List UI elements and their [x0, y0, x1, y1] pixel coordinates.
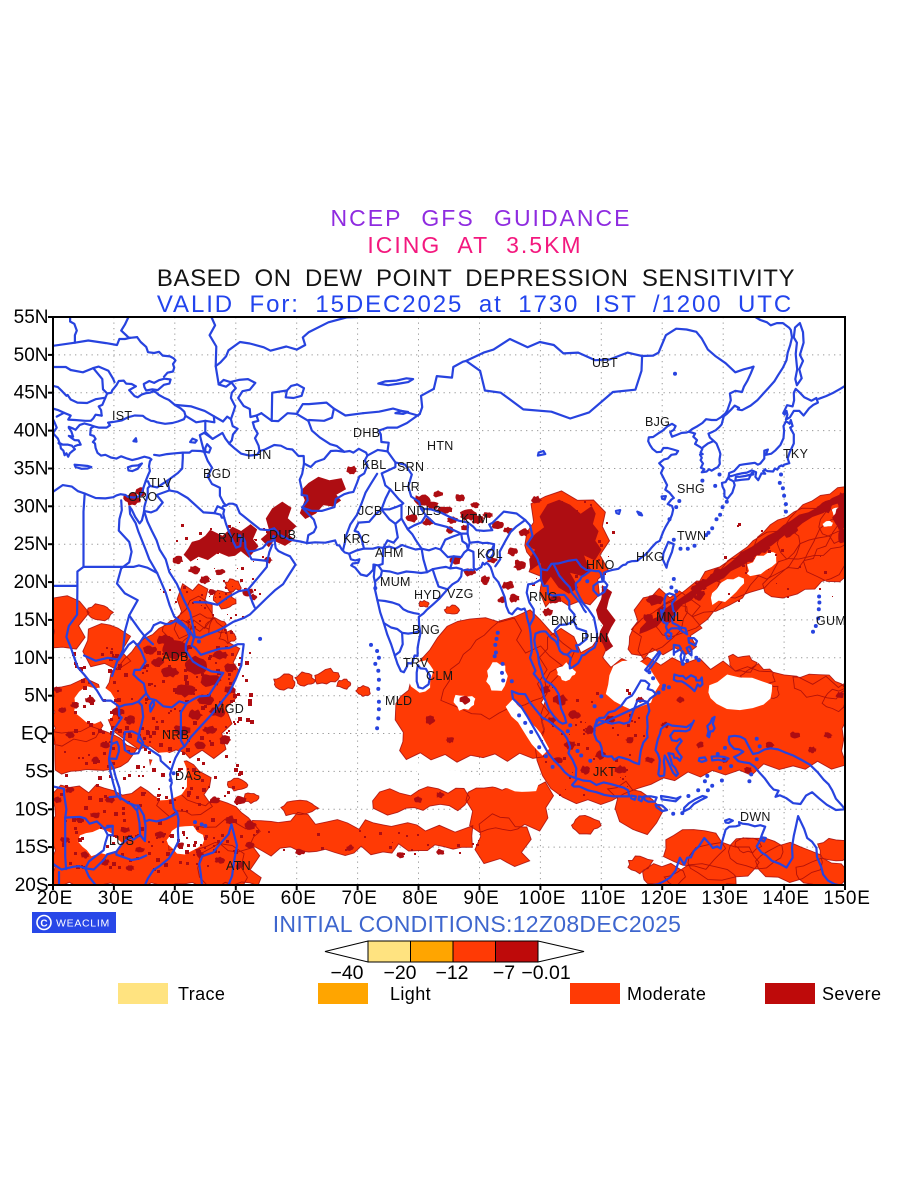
svg-text:HKG: HKG	[636, 550, 664, 564]
svg-text:TLV: TLV	[149, 476, 172, 490]
svg-text:AHM: AHM	[375, 546, 404, 560]
svg-text:Light: Light	[390, 984, 431, 1004]
svg-text:45N: 45N	[14, 383, 49, 404]
svg-text:Moderate: Moderate	[627, 984, 706, 1004]
svg-text:NCEP GFS GUIDANCE: NCEP GFS GUIDANCE	[331, 205, 632, 231]
svg-text:KOL: KOL	[477, 547, 503, 561]
svg-text:70E: 70E	[341, 888, 377, 909]
svg-text:TRV: TRV	[403, 656, 429, 670]
svg-text:VALID For: 15DEC2025 at 1730 I: VALID For: 15DEC2025 at 1730 IST /1200 U…	[157, 291, 793, 318]
svg-text:ATN: ATN	[226, 859, 251, 873]
svg-text:35N: 35N	[14, 459, 49, 480]
svg-text:20N: 20N	[14, 572, 49, 593]
svg-text:HTN: HTN	[427, 439, 454, 453]
svg-text:−20: −20	[383, 962, 416, 984]
svg-text:−40: −40	[330, 962, 363, 984]
svg-text:120E: 120E	[640, 888, 688, 909]
svg-text:ICING AT 3.5KM: ICING AT 3.5KM	[367, 232, 582, 258]
svg-text:BASED ON DEW POINT DEPRESSION: BASED ON DEW POINT DEPRESSION SENSITIVIT…	[157, 265, 795, 292]
svg-text:50E: 50E	[220, 888, 256, 909]
svg-text:CLM: CLM	[426, 669, 453, 683]
svg-text:NRB: NRB	[162, 728, 189, 742]
svg-text:LHR: LHR	[394, 480, 420, 494]
svg-text:THN: THN	[245, 448, 272, 462]
svg-text:25N: 25N	[14, 534, 49, 555]
svg-text:C: C	[40, 919, 47, 930]
svg-text:15N: 15N	[14, 610, 49, 631]
svg-text:TKY: TKY	[783, 447, 809, 461]
svg-text:80E: 80E	[402, 888, 438, 909]
svg-text:5N: 5N	[24, 686, 48, 707]
svg-text:DHB: DHB	[353, 426, 380, 440]
svg-text:MNL: MNL	[656, 610, 683, 624]
svg-text:ORO: ORO	[128, 490, 157, 504]
svg-text:130E: 130E	[701, 888, 749, 909]
svg-text:MGD: MGD	[214, 702, 244, 716]
svg-text:5S: 5S	[25, 761, 48, 782]
svg-text:20E: 20E	[37, 888, 73, 909]
svg-text:110E: 110E	[580, 888, 626, 909]
svg-text:BJG: BJG	[645, 415, 670, 429]
svg-text:EQ: EQ	[21, 724, 48, 745]
svg-text:10N: 10N	[14, 648, 49, 669]
svg-text:150E: 150E	[823, 888, 871, 909]
svg-text:MUM: MUM	[380, 575, 411, 589]
svg-text:LUS: LUS	[109, 834, 134, 848]
svg-text:WEACLIM: WEACLIM	[56, 918, 110, 930]
svg-text:HNO: HNO	[586, 558, 615, 572]
svg-text:HYD: HYD	[414, 588, 441, 602]
svg-text:JCB: JCB	[358, 504, 383, 518]
svg-text:DAS: DAS	[175, 769, 202, 783]
svg-text:KRC: KRC	[343, 532, 370, 546]
svg-text:SHG: SHG	[677, 482, 705, 496]
svg-text:20S: 20S	[15, 875, 49, 896]
svg-text:UBT: UBT	[592, 356, 618, 370]
svg-text:DWN: DWN	[740, 810, 771, 824]
svg-text:55N: 55N	[14, 307, 49, 328]
svg-text:−12: −12	[435, 962, 468, 984]
svg-text:−0.01: −0.01	[521, 962, 570, 984]
svg-text:KTM: KTM	[461, 512, 488, 526]
svg-text:50N: 50N	[14, 345, 49, 366]
svg-text:DUB: DUB	[269, 528, 296, 542]
svg-text:TWN: TWN	[677, 529, 706, 543]
svg-text:RYH: RYH	[218, 531, 245, 545]
svg-text:30E: 30E	[98, 888, 134, 909]
svg-text:140E: 140E	[762, 888, 810, 909]
svg-text:40E: 40E	[159, 888, 195, 909]
svg-text:ADB: ADB	[162, 650, 189, 664]
svg-text:BNK: BNK	[551, 614, 578, 628]
svg-text:SRN: SRN	[397, 460, 424, 474]
svg-text:BNG: BNG	[412, 623, 440, 637]
svg-text:PHN: PHN	[581, 631, 608, 645]
svg-text:90E: 90E	[463, 888, 499, 909]
svg-text:MLD: MLD	[385, 694, 412, 708]
svg-text:RNG: RNG	[529, 590, 558, 604]
svg-text:INITIAL CONDITIONS:12Z08DEC202: INITIAL CONDITIONS:12Z08DEC2025	[273, 911, 682, 937]
svg-text:Trace: Trace	[178, 984, 225, 1004]
svg-text:15S: 15S	[15, 837, 49, 858]
svg-text:Severe: Severe	[822, 984, 881, 1004]
svg-text:IST: IST	[112, 409, 132, 423]
svg-text:100E: 100E	[519, 888, 567, 909]
svg-text:NDLS: NDLS	[407, 504, 442, 518]
svg-text:GUM: GUM	[816, 614, 846, 628]
svg-text:30N: 30N	[14, 496, 49, 517]
svg-text:40N: 40N	[14, 421, 49, 442]
svg-text:JKT: JKT	[593, 765, 616, 779]
svg-text:VZG: VZG	[447, 587, 474, 601]
svg-text:60E: 60E	[281, 888, 317, 909]
svg-text:BGD: BGD	[203, 467, 231, 481]
svg-text:−7: −7	[493, 962, 515, 984]
svg-text:10S: 10S	[15, 799, 49, 820]
svg-text:KBL: KBL	[362, 458, 387, 472]
